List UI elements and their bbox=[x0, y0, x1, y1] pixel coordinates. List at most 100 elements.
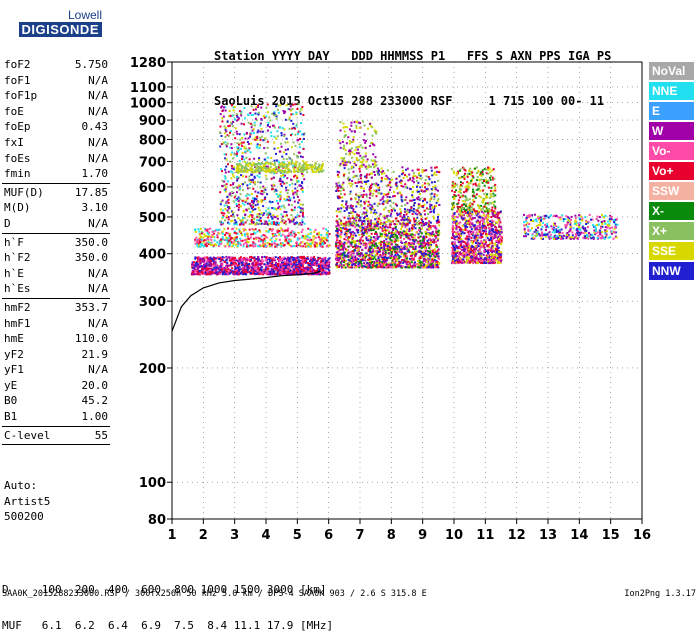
echo-point bbox=[390, 213, 392, 215]
echo-point bbox=[294, 128, 296, 130]
echo-point bbox=[387, 249, 389, 251]
echo-point bbox=[258, 273, 260, 275]
echo-point bbox=[281, 205, 283, 207]
echo-point bbox=[310, 229, 312, 231]
echo-point bbox=[241, 220, 243, 222]
echo-point bbox=[287, 189, 289, 191]
echo-point bbox=[267, 124, 269, 126]
echo-point bbox=[234, 257, 236, 259]
echo-point bbox=[267, 104, 269, 106]
echo-point bbox=[265, 245, 267, 247]
echo-point bbox=[301, 181, 303, 183]
echo-point bbox=[224, 261, 226, 263]
echo-point bbox=[274, 148, 276, 150]
echo-point bbox=[259, 147, 261, 149]
echo-point bbox=[408, 233, 410, 235]
echo-point bbox=[377, 172, 379, 174]
echo-point bbox=[337, 247, 339, 249]
echo-point bbox=[263, 238, 265, 240]
echo-point bbox=[303, 166, 305, 168]
echo-point bbox=[298, 268, 300, 270]
echo-point bbox=[276, 215, 278, 217]
echo-point bbox=[200, 236, 202, 238]
echo-point bbox=[347, 218, 349, 220]
echo-point bbox=[239, 238, 241, 240]
echo-point bbox=[321, 237, 323, 239]
echo-point bbox=[254, 122, 256, 124]
echo-point bbox=[273, 112, 275, 114]
echo-point bbox=[298, 103, 300, 105]
echo-point bbox=[336, 257, 338, 259]
echo-point bbox=[383, 228, 385, 230]
echo-point bbox=[236, 155, 238, 157]
echo-point bbox=[337, 224, 339, 226]
echo-point bbox=[318, 232, 320, 234]
echo-point bbox=[248, 216, 250, 218]
echo-point bbox=[354, 263, 356, 265]
echo-point bbox=[225, 246, 227, 248]
echo-point bbox=[294, 191, 296, 193]
echo-point bbox=[384, 236, 386, 238]
echo-point bbox=[407, 250, 409, 252]
echo-point bbox=[307, 228, 309, 230]
echo-point bbox=[231, 165, 233, 167]
echo-point bbox=[364, 203, 366, 205]
echo-point bbox=[351, 264, 353, 266]
echo-point bbox=[308, 240, 310, 242]
echo-point bbox=[199, 241, 201, 243]
echo-point bbox=[260, 217, 262, 219]
echo-point bbox=[205, 239, 207, 241]
echo-point bbox=[231, 245, 233, 247]
echo-point bbox=[230, 143, 232, 145]
echo-point bbox=[421, 169, 423, 171]
echo-point bbox=[239, 110, 241, 112]
echo-point bbox=[304, 223, 306, 225]
echo-point bbox=[280, 163, 282, 165]
echo-point bbox=[419, 193, 421, 195]
echo-point bbox=[438, 255, 440, 257]
echo-point bbox=[288, 260, 290, 262]
echo-point bbox=[226, 159, 228, 161]
echo-point bbox=[318, 265, 320, 267]
echo-point bbox=[378, 251, 380, 253]
echo-point bbox=[376, 245, 378, 247]
echo-point bbox=[197, 228, 199, 230]
echo-point bbox=[248, 241, 250, 243]
echo-point bbox=[237, 187, 239, 189]
echo-point bbox=[299, 163, 301, 165]
echo-point bbox=[303, 169, 305, 171]
echo-point bbox=[269, 126, 271, 128]
echo-point bbox=[257, 230, 259, 232]
echo-point bbox=[342, 227, 344, 229]
echo-point bbox=[254, 198, 256, 200]
echo-point bbox=[292, 194, 294, 196]
echo-point bbox=[229, 161, 231, 163]
echo-point bbox=[240, 193, 242, 195]
echo-point bbox=[259, 124, 261, 126]
echo-point bbox=[202, 260, 204, 262]
echo-point bbox=[249, 223, 251, 225]
echo-point bbox=[201, 239, 203, 241]
echo-point bbox=[361, 253, 363, 255]
echo-point bbox=[283, 158, 285, 160]
echo-point bbox=[352, 215, 354, 217]
echo-point bbox=[279, 200, 281, 202]
echo-point bbox=[233, 224, 235, 226]
echo-point bbox=[421, 247, 423, 249]
echo-point bbox=[351, 252, 353, 254]
echo-point bbox=[312, 236, 314, 238]
echo-point bbox=[226, 215, 228, 217]
echo-point bbox=[290, 179, 292, 181]
echo-point bbox=[243, 245, 245, 247]
echo-point bbox=[256, 266, 258, 268]
echo-point bbox=[411, 261, 413, 263]
echo-point bbox=[214, 240, 216, 242]
echo-point bbox=[227, 241, 229, 243]
echo-point bbox=[215, 244, 217, 246]
echo-point bbox=[239, 133, 241, 135]
echo-point bbox=[309, 164, 311, 166]
echo-point bbox=[262, 139, 264, 141]
echo-point bbox=[296, 194, 298, 196]
echo-point bbox=[431, 261, 433, 263]
echo-point bbox=[285, 119, 287, 121]
